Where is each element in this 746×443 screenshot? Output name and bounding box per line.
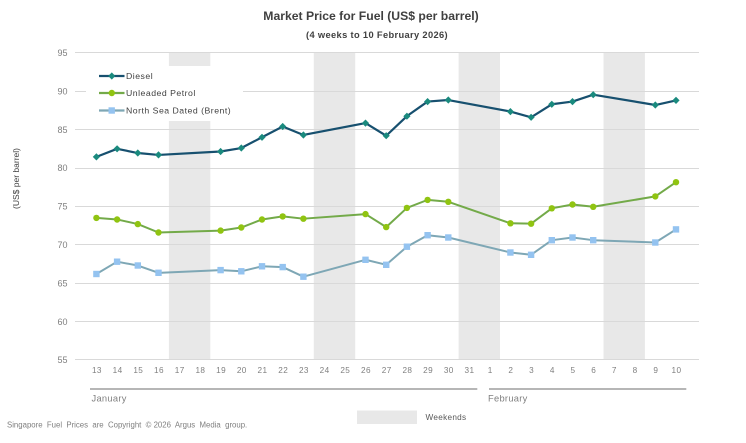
svg-text:13: 13 bbox=[92, 366, 102, 375]
svg-text:January: January bbox=[92, 393, 127, 403]
svg-text:28: 28 bbox=[402, 366, 412, 375]
svg-text:5: 5 bbox=[571, 366, 576, 375]
svg-text:Singapore Fuel Prices are: Singapore Fuel Prices are Copyright © 20… bbox=[7, 420, 247, 429]
svg-text:2: 2 bbox=[508, 366, 513, 375]
svg-text:70: 70 bbox=[57, 240, 67, 250]
svg-text:Weekends: Weekends bbox=[426, 413, 467, 422]
svg-text:3: 3 bbox=[529, 366, 534, 375]
svg-text:31: 31 bbox=[465, 366, 475, 375]
svg-text:Market Price for Fuel (US$ per: Market Price for Fuel (US$ per barrel) bbox=[263, 9, 478, 23]
svg-text:(4 weeks to 10 February 2026): (4 weeks to 10 February 2026) bbox=[306, 30, 448, 40]
svg-text:16: 16 bbox=[154, 366, 164, 375]
svg-text:30: 30 bbox=[444, 366, 454, 375]
svg-text:20: 20 bbox=[237, 366, 247, 375]
svg-text:Unleaded Petrol: Unleaded Petrol bbox=[126, 88, 196, 98]
svg-text:18: 18 bbox=[195, 366, 205, 375]
svg-text:7: 7 bbox=[612, 366, 617, 375]
svg-text:21: 21 bbox=[258, 366, 268, 375]
svg-text:55: 55 bbox=[57, 355, 67, 365]
svg-text:(US$ per barrel): (US$ per barrel) bbox=[11, 148, 21, 209]
svg-text:80: 80 bbox=[57, 163, 67, 173]
svg-text:22: 22 bbox=[278, 366, 288, 375]
svg-text:9: 9 bbox=[653, 366, 658, 375]
svg-text:95: 95 bbox=[57, 48, 67, 58]
svg-text:29: 29 bbox=[423, 366, 433, 375]
svg-text:Diesel: Diesel bbox=[126, 71, 153, 81]
svg-text:25: 25 bbox=[340, 366, 350, 375]
svg-text:75: 75 bbox=[57, 202, 67, 212]
svg-text:23: 23 bbox=[299, 366, 309, 375]
svg-text:10: 10 bbox=[672, 366, 682, 375]
svg-text:February: February bbox=[488, 393, 528, 403]
svg-text:8: 8 bbox=[633, 366, 638, 375]
svg-text:85: 85 bbox=[57, 125, 67, 135]
svg-text:4: 4 bbox=[550, 366, 555, 375]
svg-text:6: 6 bbox=[591, 366, 596, 375]
svg-text:15: 15 bbox=[133, 366, 143, 375]
svg-text:24: 24 bbox=[320, 366, 330, 375]
svg-text:27: 27 bbox=[382, 366, 392, 375]
svg-text:19: 19 bbox=[216, 366, 226, 375]
svg-text:1: 1 bbox=[488, 366, 493, 375]
svg-text:60: 60 bbox=[57, 317, 67, 327]
svg-text:65: 65 bbox=[57, 278, 67, 288]
svg-text:26: 26 bbox=[361, 366, 371, 375]
svg-text:14: 14 bbox=[113, 366, 123, 375]
svg-text:17: 17 bbox=[175, 366, 185, 375]
svg-text:90: 90 bbox=[57, 86, 67, 96]
svg-text:North Sea Dated (Brent): North Sea Dated (Brent) bbox=[126, 106, 231, 116]
